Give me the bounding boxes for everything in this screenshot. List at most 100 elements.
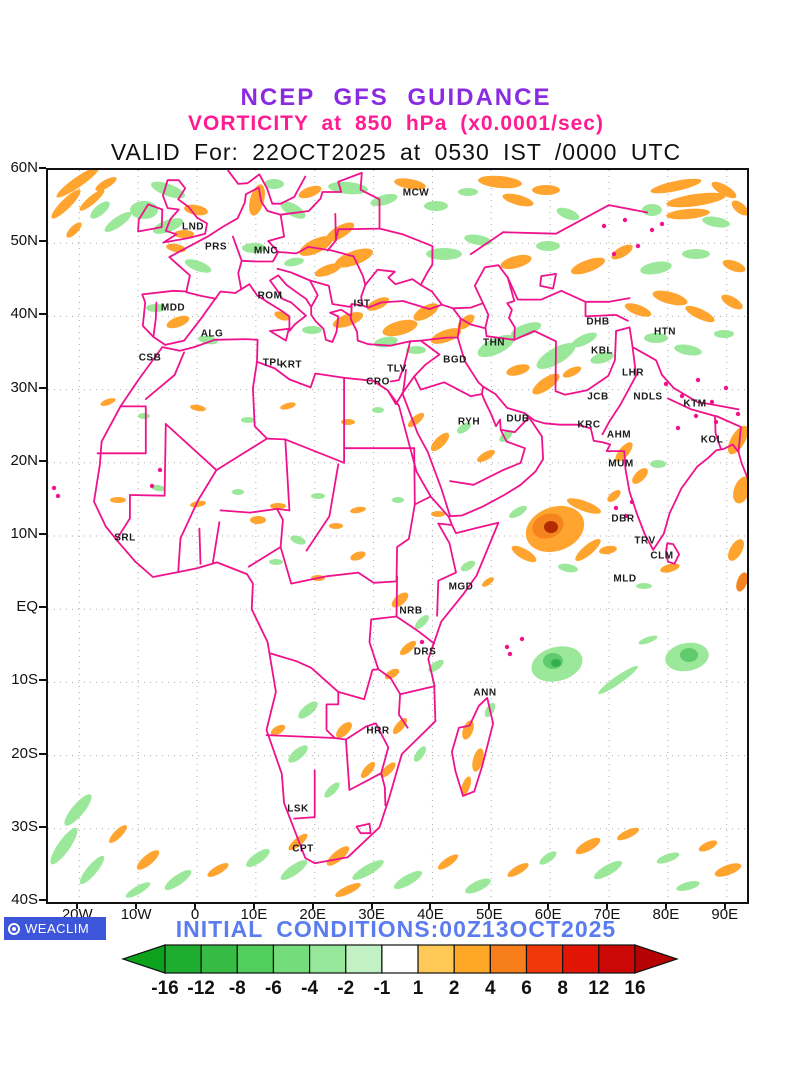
lon-tick-label: 0 — [190, 906, 200, 923]
station-label: KRT — [279, 359, 303, 371]
colorbar-tick-label: 1 — [413, 978, 424, 999]
lat-tick-mark — [39, 533, 46, 535]
station-label: SRL — [114, 532, 136, 544]
lat-tick-label: 40N — [10, 305, 38, 323]
station-label: ROM — [257, 290, 283, 302]
colorbar-segment — [525, 944, 564, 974]
lat-tick-mark — [39, 752, 46, 755]
colorbar-segment — [598, 944, 636, 974]
country-borders — [93, 170, 747, 865]
station-label: BGD — [443, 354, 467, 366]
station-label: MUM — [608, 458, 634, 470]
colorbar-segment — [562, 944, 600, 974]
lon-tick-mark — [370, 902, 373, 909]
station-label: TPL — [262, 357, 284, 369]
colorbar-tick-label: 4 — [485, 978, 496, 999]
lat-tick-mark — [39, 679, 46, 682]
station-label: PRS — [204, 241, 228, 253]
station-label: RYH — [457, 416, 481, 428]
colorbar-tick-label: 6 — [521, 978, 532, 999]
lon-tick-label: 70E — [593, 906, 621, 923]
colorbar-segment — [381, 944, 419, 974]
station-label: DRS — [413, 646, 437, 658]
colorbar-segment — [489, 944, 528, 974]
lat-tick-mark — [39, 167, 46, 169]
station-label: IST — [353, 298, 371, 310]
station-label: HTN — [653, 326, 677, 338]
title-line2: VORTICITY at 850 hPa (x0.0001/sec) — [188, 112, 604, 135]
lon-tick-mark — [606, 902, 609, 909]
station-label: MDD — [160, 302, 186, 314]
station-label: ANN — [473, 687, 497, 699]
colorbar-segment — [272, 944, 311, 974]
lon-tick-mark — [723, 902, 726, 909]
station-label: DBR — [611, 513, 635, 525]
station-label: AHM — [606, 429, 632, 441]
colorbar-segment — [236, 944, 275, 974]
station-label: HRR — [366, 725, 390, 737]
colorbar-tick-label: 16 — [624, 978, 645, 999]
station-label: LSK — [287, 803, 309, 815]
lat-tick-label: EQ — [16, 598, 38, 616]
lon-tick-label: 20E — [299, 906, 327, 923]
station-label: CRO — [366, 376, 390, 388]
colorbar-tick-label: -4 — [301, 978, 318, 999]
colorbar-tick-label: -12 — [187, 978, 214, 999]
colorbar: -16 -12 -8 -6 -4 -2 -1 1 2 4 6 8 12 16 — [110, 942, 690, 1002]
colorbar-canvas: -16 -12 -8 -6 -4 -2 -1 1 2 4 6 8 12 16 — [121, 944, 679, 999]
colorbar-segment — [200, 944, 238, 974]
colorbar-right-arrow — [634, 944, 679, 974]
lon-tick-mark — [311, 902, 314, 909]
station-label: LHR — [621, 367, 645, 379]
colorbar-tick-label: -8 — [229, 978, 246, 999]
lat-tick-mark — [39, 240, 46, 243]
station-label: NRB — [399, 605, 423, 617]
logo-circle-icon — [8, 922, 20, 935]
title-line3: VALID For: 22OCT2025 at 0530 IST /0000 U… — [110, 139, 682, 165]
station-label: TLV — [387, 363, 407, 375]
lat-tick-mark — [39, 386, 46, 389]
lon-tick-label: 10W — [120, 906, 152, 923]
station-label: KRC — [577, 419, 601, 431]
lon-tick-mark — [76, 902, 79, 909]
station-label: MCW — [402, 187, 430, 199]
station-label: LND — [181, 221, 205, 233]
colorbar-tick-label: -1 — [373, 978, 390, 999]
lat-tick-mark — [39, 606, 46, 609]
lon-tick-mark — [194, 902, 196, 909]
station-label: CSB — [138, 352, 162, 364]
station-label: KOL — [700, 434, 724, 446]
initial-conditions-text: INITIAL CONDITIONS:00Z13OCT2025 — [175, 916, 617, 942]
colorbar-segment — [453, 944, 491, 974]
lon-tick-mark — [252, 902, 255, 909]
map-canvas — [48, 170, 747, 902]
lon-tick-label: 40E — [417, 906, 444, 923]
lon-tick-mark — [429, 902, 432, 909]
colorbar-tick-label: 8 — [557, 978, 568, 999]
lon-tick-label: 10E — [240, 906, 268, 923]
station-label: TRV — [634, 535, 656, 547]
station-label: MNC — [253, 245, 279, 257]
title-line1: NCEP GFS GUIDANCE — [240, 84, 552, 111]
logo-text: WEACLIM — [25, 921, 90, 936]
lat-tick-label: 40S — [11, 891, 38, 908]
colorbar-tick-label: -6 — [265, 978, 282, 999]
vorticity-field — [50, 170, 747, 898]
station-label: CPT — [292, 843, 314, 855]
colorbar-left-arrow — [121, 944, 166, 974]
lat-tick-label: 20N — [10, 451, 38, 469]
colorbar-segment — [164, 944, 202, 974]
colorbar-segment — [417, 944, 455, 974]
station-label: DUB — [506, 413, 530, 425]
weaclim-logo: WEACLIM — [4, 917, 106, 940]
lon-tick-mark — [547, 902, 550, 909]
station-label: MLD — [613, 573, 637, 585]
station-label: NDLS — [633, 391, 663, 403]
lat-tick-mark — [39, 313, 46, 316]
colorbar-tick-label: 12 — [588, 978, 609, 999]
lon-tick-label: 80E — [652, 906, 680, 923]
lat-tick-label: 30S — [11, 817, 38, 835]
station-label: CLM — [650, 550, 674, 562]
station-label: DHB — [586, 316, 610, 328]
